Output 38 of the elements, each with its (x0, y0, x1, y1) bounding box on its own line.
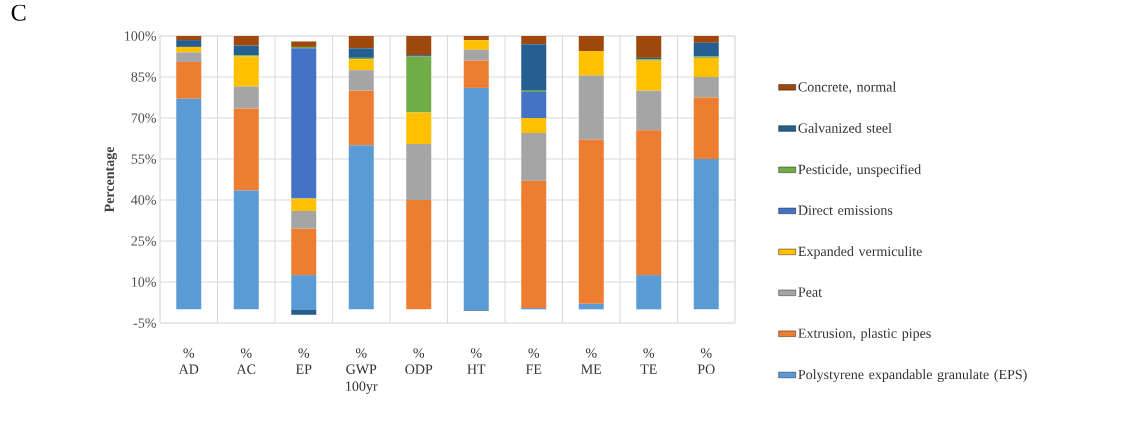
y-tick-label: 40% (131, 195, 156, 205)
y-tick-label: 70% (131, 113, 156, 123)
text: % (585, 348, 597, 358)
text: C (11, 4, 26, 21)
x-tick-label: HT (467, 364, 486, 374)
x-tick-label: EP (296, 364, 312, 374)
x-tick-label: ME (581, 364, 602, 374)
y-tick-label: 85% (131, 72, 156, 82)
legend-label: Concrete, normal (798, 81, 896, 94)
y-axis-title: Percentage (104, 146, 117, 213)
y-tick-label: -5% (133, 318, 156, 328)
text: % (413, 348, 425, 358)
text: % (643, 348, 655, 358)
text: % (470, 348, 482, 358)
text: % (355, 348, 367, 358)
x-tick-label: AC (236, 364, 256, 374)
y-tick-label: 10% (132, 277, 156, 287)
legend-label: Extrusion, plastic pipes (798, 328, 931, 341)
legend-label: Direct emissions (798, 205, 893, 215)
legend-label: Galvanized steel (798, 122, 892, 133)
text: % (700, 348, 712, 358)
legend-label: Polystyrene expandable granulate (EPS) (798, 369, 1027, 383)
legend-label: Peat (798, 287, 822, 297)
x-tick-label: FE (525, 364, 542, 374)
text: % (240, 348, 252, 358)
x-tick-label: ODP (405, 364, 433, 374)
legend-label: Expanded vermiculite (798, 246, 922, 259)
legend-label: Pesticide, unspecified (798, 164, 922, 177)
text: % (183, 348, 195, 358)
y-tick-label: 25% (131, 236, 156, 246)
y-tick-label: 55% (131, 154, 156, 164)
y-tick-label: 100% (125, 31, 156, 41)
text: % (528, 348, 540, 358)
x-tick-label: TE (640, 364, 657, 374)
x-tick-label: PO (697, 364, 715, 374)
x-tick-label: GWP 100yr (346, 364, 378, 394)
x-tick-label: AD (178, 364, 199, 374)
text: % (298, 348, 310, 358)
